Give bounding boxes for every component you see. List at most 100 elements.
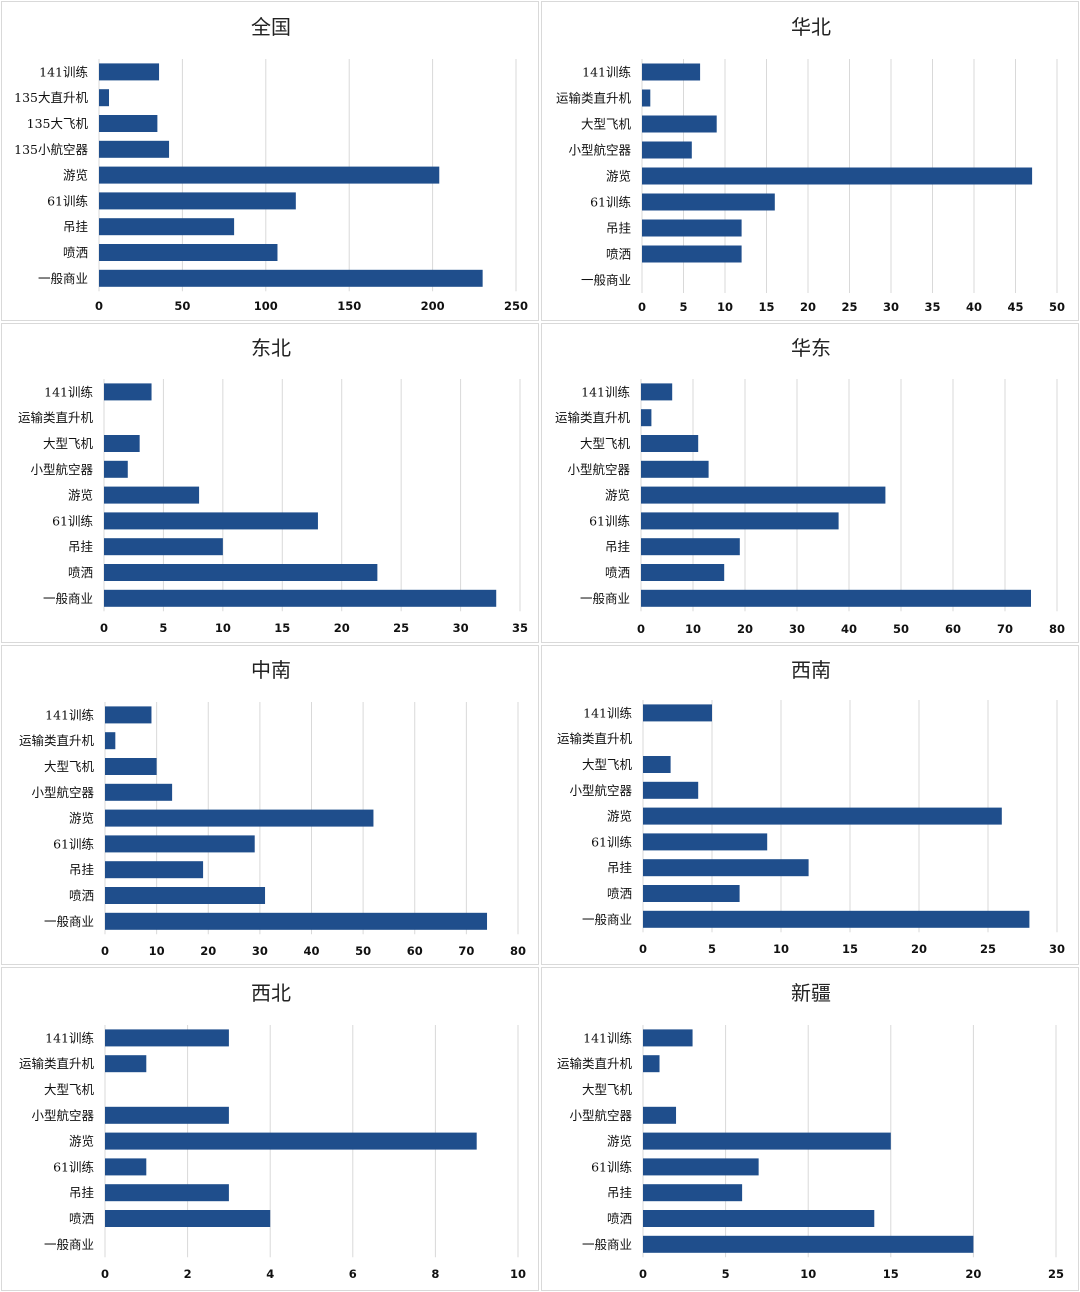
bar	[105, 783, 173, 801]
bar	[105, 758, 157, 775]
category-label: 游览	[69, 1134, 94, 1149]
category-label: 喷洒	[69, 1211, 94, 1226]
chart-panel: 中南 0 10 20 30 40 50 60 70 80 141训练 运输类直升机 大型飞机 小型航空器游…	[1, 645, 539, 965]
bar	[643, 1235, 974, 1253]
category-label: 61训练	[589, 513, 630, 528]
bar	[99, 192, 296, 210]
x-tick-label: 25	[393, 621, 409, 635]
bar	[643, 781, 699, 799]
x-tick-label: 10	[773, 942, 789, 956]
category-label: 大型飞机	[43, 436, 94, 451]
bar	[641, 564, 725, 581]
bar	[643, 1132, 891, 1150]
category-label: 141训练	[45, 1030, 94, 1045]
x-tick-label: 25	[841, 300, 857, 314]
x-tick-label: 10	[510, 1267, 526, 1281]
bar	[105, 1210, 271, 1227]
bar	[643, 859, 809, 877]
chart-title: 中南	[251, 658, 291, 682]
x-tick-label: 80	[1049, 622, 1065, 636]
category-label: 141训练	[582, 65, 631, 80]
bar	[104, 486, 200, 504]
category-label: 一般商业	[44, 1237, 94, 1252]
bar	[643, 1029, 693, 1047]
category-label: 游览	[605, 488, 630, 503]
bar-chart: 全国 0 50 100 150 200 250 141训练 135大直升机 135大飞机 135小航…	[14, 15, 528, 313]
x-tick-label: 5	[679, 300, 687, 314]
bar	[99, 269, 483, 287]
x-tick-label: 250	[504, 299, 528, 313]
x-tick-label: 10	[800, 1267, 816, 1281]
x-tick-label: 50	[893, 622, 909, 636]
chart-title: 东北	[251, 336, 291, 360]
x-tick-label: 0	[639, 1267, 647, 1281]
category-label: 135大直升机	[14, 90, 88, 105]
bar	[99, 244, 278, 261]
bar	[104, 512, 318, 530]
bar	[642, 245, 742, 263]
bar	[105, 732, 116, 750]
category-label: 大型飞机	[582, 1082, 633, 1097]
bar	[643, 704, 712, 722]
x-tick-label: 30	[453, 621, 469, 635]
x-tick-label: 10	[685, 622, 701, 636]
x-tick-label: 20	[965, 1267, 981, 1281]
category-label: 运输类直升机	[556, 91, 632, 106]
category-label: 吊挂	[69, 1185, 94, 1200]
category-label: 一般商业	[582, 912, 632, 927]
category-label: 大型飞机	[580, 436, 631, 451]
bar-chart: 中南 0 10 20 30 40 50 60 70 80 141训练运输类直升机大型飞机小型航空器游…	[19, 658, 526, 958]
bar	[105, 1184, 229, 1202]
bar	[104, 564, 378, 581]
chart-panel: 华东 0 10 20 30 40 50 60 70 80 141训练 运输类直升机 大型飞机 小型航空器游…	[541, 323, 1079, 643]
category-label: 喷洒	[606, 247, 631, 262]
x-tick-label: 70	[997, 622, 1013, 636]
x-tick-label: 0	[101, 1267, 109, 1281]
category-label: 游览	[607, 1134, 632, 1149]
x-tick-label: 80	[510, 944, 526, 958]
bar	[99, 63, 160, 81]
category-label: 61训练	[590, 195, 631, 210]
bar	[105, 706, 152, 724]
bar	[105, 1158, 147, 1176]
bar	[99, 218, 235, 236]
bar	[642, 115, 717, 133]
category-label: 吊挂	[605, 539, 630, 554]
category-label: 吊挂	[68, 539, 93, 554]
bar	[643, 833, 768, 851]
bar-chart: 华东 0 10 20 30 40 50 60 70 80 141训练运输类直升机大型飞机小型航空器游…	[555, 336, 1065, 636]
bar	[643, 1158, 759, 1176]
x-tick-label: 60	[945, 622, 961, 636]
category-label: 吊挂	[69, 862, 94, 877]
category-label: 141训练	[39, 64, 88, 79]
x-tick-label: 15	[758, 300, 774, 314]
x-tick-label: 40	[966, 300, 982, 314]
x-tick-label: 20	[911, 942, 927, 956]
x-tick-label: 25	[1048, 1267, 1064, 1281]
category-label: 运输类直升机	[557, 731, 633, 746]
bar	[104, 589, 497, 607]
x-tick-label: 5	[159, 621, 167, 635]
category-label: 小型航空器	[31, 1108, 94, 1123]
category-label: 喷洒	[607, 886, 632, 901]
x-tick-label: 60	[407, 944, 423, 958]
bar	[105, 809, 374, 827]
x-tick-label: 200	[421, 299, 445, 313]
bar	[99, 166, 440, 184]
category-label: 运输类直升机	[19, 733, 95, 748]
category-label: 吊挂	[63, 219, 88, 234]
category-label: 61训练	[591, 1159, 632, 1174]
bar	[641, 538, 740, 556]
category-label: 小型航空器	[567, 462, 630, 477]
chart-title: 华北	[791, 15, 831, 39]
bar	[99, 89, 110, 107]
x-tick-label: 20	[737, 622, 753, 636]
bar	[642, 89, 651, 107]
category-label: 135小航空器	[14, 142, 88, 157]
bar	[643, 1210, 875, 1227]
category-label: 141训练	[583, 1030, 632, 1045]
x-tick-label: 10	[215, 621, 231, 635]
category-label: 喷洒	[607, 1211, 632, 1226]
